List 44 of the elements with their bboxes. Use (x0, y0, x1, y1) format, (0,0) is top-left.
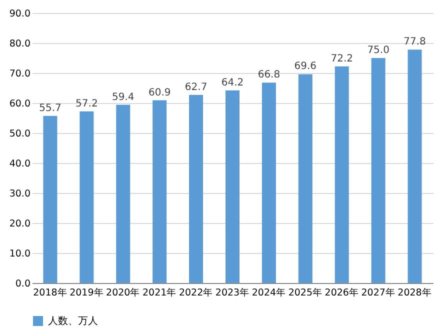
data-label: 75.0 (367, 45, 390, 56)
bar (371, 58, 386, 283)
legend-label: 人数、万人 (48, 316, 98, 327)
y-tick-label: 0.0 (15, 278, 30, 290)
x-tick-label: 2023年 (215, 286, 250, 298)
y-tick-label: 50.0 (9, 128, 30, 140)
x-tick-label: 2021年 (142, 286, 177, 298)
y-tick-label: 90.0 (9, 8, 30, 20)
data-label: 55.7 (39, 102, 62, 114)
y-tick-label: 40.0 (9, 158, 30, 170)
bar (80, 111, 94, 283)
x-tick-label: 2026年 (324, 286, 359, 298)
x-tick-label: 2025年 (288, 286, 323, 298)
x-tick-label: 2024年 (252, 286, 286, 298)
data-label: 60.9 (148, 87, 171, 98)
x-tick-label: 2028年 (398, 286, 432, 298)
data-label: 57.2 (76, 98, 98, 110)
bar (116, 104, 130, 283)
data-label: 69.6 (294, 61, 317, 72)
bar (334, 66, 349, 283)
x-tick-label: 2020年 (106, 286, 140, 298)
bar (152, 100, 167, 283)
x-tick-label: 2027年 (361, 286, 396, 298)
x-tick-label: 2022年 (178, 286, 214, 298)
data-label: 66.8 (258, 70, 280, 81)
x-tick-label: 2018年 (33, 286, 68, 298)
y-tick-label: 10.0 (9, 248, 30, 260)
bar (298, 74, 312, 283)
bar (43, 116, 58, 283)
data-label: 62.7 (184, 82, 208, 93)
bar (226, 90, 240, 283)
data-label: 64.2 (221, 77, 244, 88)
x-tick-label: 2019年 (70, 286, 104, 298)
bar (189, 94, 204, 283)
y-tick-label: 20.0 (9, 218, 30, 230)
data-label: 77.8 (404, 36, 426, 48)
y-tick-label: 30.0 (9, 188, 30, 200)
data-label: 72.2 (330, 53, 353, 64)
y-tick-label: 80.0 (9, 38, 30, 50)
y-tick-label: 60.0 (9, 98, 30, 110)
bar (408, 50, 422, 283)
y-tick-label: 70.0 (9, 68, 30, 80)
data-label: 59.4 (112, 92, 134, 103)
bar (262, 82, 276, 283)
